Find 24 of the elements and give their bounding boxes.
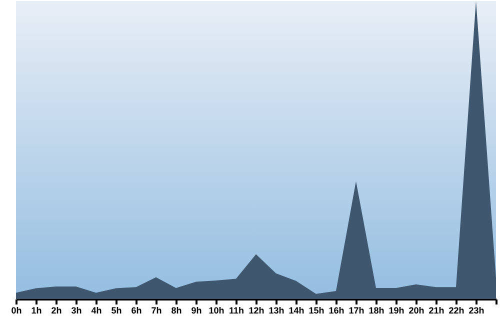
x-tick-label: 6h: [131, 306, 142, 316]
x-tick-label: 2h: [51, 306, 62, 316]
x-tick-label: 0h: [11, 306, 22, 316]
x-tick-label: 17h: [348, 306, 364, 316]
x-tick-label: 23h: [468, 306, 484, 316]
x-tick-label: 4h: [91, 306, 102, 316]
x-tick-label: 19h: [388, 306, 404, 316]
x-tick-label: 21h: [428, 306, 444, 316]
x-tick-label: 15h: [308, 306, 324, 316]
x-tick-label: 5h: [111, 306, 122, 316]
x-tick-label: 16h: [328, 306, 344, 316]
x-tick-label: 9h: [191, 306, 202, 316]
x-tick-label: 20h: [408, 306, 424, 316]
x-tick-label: 3h: [71, 306, 82, 316]
x-tick-label: 7h: [151, 306, 162, 316]
x-tick-label: 13h: [268, 306, 284, 316]
x-tick-label: 10h: [208, 306, 224, 316]
x-tick-label: 8h: [171, 306, 182, 316]
x-tick-label: 14h: [288, 306, 304, 316]
x-tick-label: 11h: [228, 306, 244, 316]
x-tick-label: 1h: [31, 306, 42, 316]
x-tick-label: 18h: [368, 306, 384, 316]
x-tick-label: 12h: [248, 306, 264, 316]
x-tick-label: 22h: [448, 306, 464, 316]
